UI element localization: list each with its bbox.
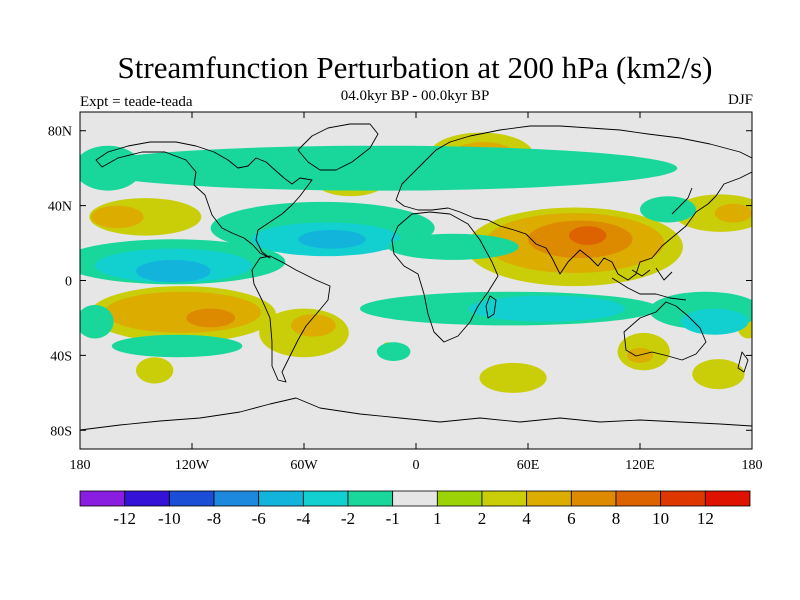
y-tick-label: 40N <box>48 200 72 215</box>
coastline-greenland <box>297 123 379 171</box>
colorbar-label: -8 <box>207 509 221 528</box>
colorbar-swatch <box>258 490 304 507</box>
x-tick-label: 60W <box>290 458 318 473</box>
coastline-madagascar <box>485 295 497 319</box>
x-tick-label: 120E <box>625 458 655 473</box>
colorbar-swatch <box>213 490 260 507</box>
colorbar-label: 12 <box>697 509 714 528</box>
contour-region <box>136 357 174 384</box>
contour-region <box>298 229 366 249</box>
contour-region <box>136 259 211 283</box>
y-tick-label: 80S <box>50 424 72 439</box>
colorbar-swatch <box>302 490 349 507</box>
contour-fill-layer <box>80 132 752 393</box>
colorbar-swatch <box>124 490 170 507</box>
y-tick-label: 40S <box>50 349 72 364</box>
contour-region <box>290 314 336 337</box>
contour-region <box>104 291 262 333</box>
coastline-eurasia <box>395 125 752 281</box>
season-label: DJF <box>727 92 753 108</box>
contour-region <box>376 342 411 362</box>
contour-region <box>186 308 235 328</box>
colorbar-label: 1 <box>433 509 442 528</box>
colorbar-label: 10 <box>652 509 669 528</box>
experiment-label: Expt = teade-teada <box>80 94 193 110</box>
contour-region <box>468 295 626 322</box>
colorbar-label: 8 <box>612 509 621 528</box>
x-tick-label: 180 <box>70 458 91 473</box>
contour-region <box>111 334 243 358</box>
contour-region <box>714 203 752 223</box>
coastline-japan <box>671 187 693 215</box>
coastline-new-zealand <box>737 351 749 373</box>
colorbar-label: -1 <box>386 509 400 528</box>
contour-region <box>80 304 114 339</box>
contour-region <box>681 308 749 335</box>
colorbar-label: -6 <box>252 509 266 528</box>
y-tick-label: 0 <box>65 275 72 290</box>
coastline-layer <box>80 123 752 431</box>
contour-region <box>569 226 607 245</box>
x-tick-label: 120W <box>175 458 210 473</box>
colorbar-label: -10 <box>158 509 181 528</box>
x-tick-label: 0 <box>413 458 420 473</box>
colorbar-label: 4 <box>522 509 531 528</box>
map-subtitle: 04.0kyr BP - 00.0kyr BP <box>340 88 490 104</box>
colorbar-swatch <box>168 490 215 507</box>
y-tick-label: 80N <box>48 125 72 140</box>
coastline-antarctica <box>80 397 752 431</box>
x-tick-label: 60E <box>517 458 540 473</box>
colorbar-label: -2 <box>341 509 355 528</box>
colorbar-swatch <box>436 490 483 507</box>
contour-region <box>692 359 745 390</box>
contour-region <box>91 205 144 229</box>
contour-region <box>640 196 696 223</box>
contour-region <box>80 145 678 191</box>
coastline-australia <box>623 301 707 361</box>
x-tick-label: 180 <box>742 458 763 473</box>
contour-region <box>80 145 142 191</box>
colorbar-label: 2 <box>478 509 487 528</box>
colorbar-swatch <box>660 490 706 507</box>
colorbar-label: -12 <box>113 509 136 528</box>
coastline-north-america <box>95 141 313 259</box>
colorbar-swatch <box>570 490 617 507</box>
colorbar-swatch <box>347 490 394 507</box>
colorbar-label: -4 <box>296 509 311 528</box>
colorbar: -12 -10 -8 -6 -4 -2 -1 1 2 4 6 8 10 12 <box>79 490 751 528</box>
colorbar-swatch <box>615 490 662 507</box>
colorbar-swatch <box>392 490 438 507</box>
contour-region <box>479 362 547 393</box>
coastline-africa <box>391 211 499 343</box>
coastline-indonesia <box>611 267 687 301</box>
colorbar-swatch <box>79 490 126 507</box>
colorbar-label: 6 <box>567 509 576 528</box>
coastline-south-america <box>251 255 331 383</box>
colorbar-swatch <box>526 490 572 507</box>
map-title: Streamfunction Perturbation at 200 hPa (… <box>117 50 713 85</box>
colorbar-swatch <box>704 490 751 507</box>
map-axes: 180 120W 60W 0 60E 120E 180 80N 40N 0 40S 80S <box>48 112 763 473</box>
colorbar-swatch <box>481 490 528 507</box>
contour-region <box>388 233 519 260</box>
